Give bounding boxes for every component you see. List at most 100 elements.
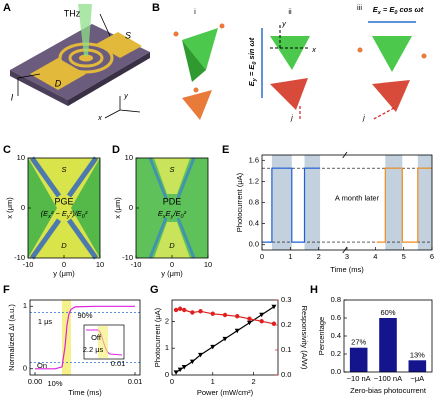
text-part: E <box>247 80 256 86</box>
data-point <box>198 352 204 358</box>
y-tick-label: 1.2 <box>249 176 259 185</box>
source-label: S <box>169 165 174 174</box>
text-part: cos ωt <box>397 5 423 14</box>
substrate-side <box>68 52 150 106</box>
x-tick-label: -10 <box>131 260 142 269</box>
y-tick-label: 0 <box>165 370 169 379</box>
y-tick-label: 0.2 <box>331 349 341 358</box>
wire <box>17 73 41 79</box>
annotation: A month later <box>335 193 380 202</box>
map-contour <box>148 217 168 259</box>
x-tick-label: 0 <box>170 377 174 386</box>
substrate-side <box>10 70 68 106</box>
data-point <box>198 309 203 314</box>
current-arrow <box>371 107 395 121</box>
panel-label: E <box>222 144 229 156</box>
text-part: = E <box>247 64 256 79</box>
y2-tick-label: 0.2 <box>281 320 291 329</box>
axis-label: x <box>311 45 316 54</box>
text-part: /E <box>172 209 181 218</box>
x-tick-label: 4 <box>373 252 377 261</box>
triangle <box>270 36 310 70</box>
map-contour <box>66 218 99 260</box>
annotation: Off <box>91 333 102 342</box>
y-tick-label: 0.8 <box>331 295 341 304</box>
map-formula: (Ex² − Ey²)/E0² <box>41 209 88 220</box>
bar <box>408 360 427 372</box>
y-tick-label: 0.0 <box>331 367 341 376</box>
y-tick-label: 0.4 <box>249 219 259 228</box>
x-tick-label: ~μA <box>410 374 424 383</box>
x-tick-label: ~100 nA <box>374 374 402 383</box>
source-pad <box>96 32 142 58</box>
axis-arrow <box>104 109 121 119</box>
atom <box>193 87 199 93</box>
panel-label: B <box>152 2 160 14</box>
x-tick-label: 0 <box>62 260 66 269</box>
plot-frame <box>171 299 279 376</box>
y-axis-title: Photocurrent (μA) <box>235 172 244 232</box>
x-axis-title: Power (mW/cm²) <box>197 388 254 397</box>
x-axis-title: y (μm) <box>161 269 183 278</box>
panel-label: C <box>3 144 11 156</box>
y-axis-title: Normalized ΔI (a.u.) <box>7 304 16 371</box>
x-axis-title: Time (ms) <box>330 265 364 274</box>
data-label: 13% <box>410 350 425 359</box>
text-part: 0 <box>252 62 258 65</box>
y-tick-label: 1 <box>165 343 169 352</box>
data-point <box>177 367 183 373</box>
illumination-band <box>417 155 432 250</box>
data-point <box>234 328 240 334</box>
text-part: 0 <box>181 214 185 220</box>
x-tick-label: ~10 nA <box>347 374 371 383</box>
triangle <box>182 28 218 70</box>
text-part: 0 <box>82 214 86 220</box>
bar <box>349 347 368 372</box>
text-part: E <box>166 209 172 218</box>
equation: Ey = E0 sin ωt <box>247 37 258 86</box>
device-illustration <box>10 4 150 119</box>
y-tick-label: 0.8 <box>249 197 259 206</box>
annotation: 10% <box>47 379 62 388</box>
text-part: 0 <box>394 10 397 16</box>
annotation: On <box>37 361 47 370</box>
y-axis-title: x (μm) <box>113 197 122 219</box>
panel-label: G <box>150 284 159 296</box>
atom <box>173 31 179 37</box>
data-point <box>189 359 195 365</box>
axis-y-label: y <box>123 91 129 100</box>
text-part: (E <box>41 209 49 218</box>
plot-frame <box>29 299 141 376</box>
x-tick-label: 1 <box>211 377 215 386</box>
x-tick-label: 3 <box>345 252 349 261</box>
data-point <box>173 307 179 313</box>
y-tick-label: 1 <box>23 301 27 310</box>
inset-band <box>98 326 108 358</box>
text-part: ² <box>85 209 88 218</box>
data-point <box>210 344 216 350</box>
rise-band <box>62 300 71 375</box>
sub-label: iii <box>357 3 362 12</box>
map-formula: ExEy/E0² <box>158 209 187 220</box>
y-tick-label: -10 <box>14 253 25 262</box>
data-point <box>190 310 195 315</box>
panel-label: D <box>112 144 120 156</box>
data-point <box>210 311 215 316</box>
y2-tick-label: 0.1 <box>281 345 291 354</box>
triangle <box>372 36 412 72</box>
y-tick-label: 0.0 <box>249 240 259 249</box>
y-tick-label: 0.6 <box>331 313 341 322</box>
axis-arrow <box>119 109 141 113</box>
data-line <box>262 167 321 243</box>
source-label: S <box>125 30 131 40</box>
atom <box>357 47 363 53</box>
data-label: 60% <box>380 308 395 317</box>
axis-label: y <box>281 19 287 28</box>
data-point <box>181 364 187 370</box>
triangle <box>372 80 410 112</box>
text-part: ² <box>184 209 187 218</box>
data-point <box>247 316 252 321</box>
text-part: y <box>252 77 258 82</box>
panel-label: H <box>310 284 318 296</box>
y-axis-title: Percentage <box>317 317 326 355</box>
